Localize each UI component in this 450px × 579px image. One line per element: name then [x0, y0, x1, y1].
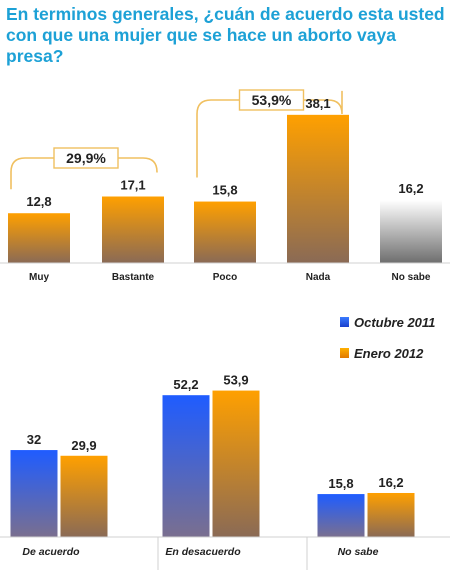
annotation-box-2	[238, 89, 305, 111]
bar-de-acuerdo-enero-2012	[60, 455, 108, 537]
category-label-bastante: Bastante	[112, 272, 155, 283]
value-label-de-acuerdo-enero-2012: 29,9	[71, 438, 96, 453]
annotation-label-2: 53,9%	[252, 92, 292, 108]
legend-swatch-enero-2012	[340, 348, 349, 358]
legend-swatch-octubre-2011	[340, 317, 349, 327]
bar-no-sabe-enero-2012	[367, 492, 415, 537]
bar-bastante	[102, 196, 164, 263]
category-label-no-sabe: No sabe	[392, 272, 431, 283]
value-label-muy: 12,8	[26, 194, 51, 209]
value-label-poco: 15,8	[212, 183, 237, 198]
bar-nada	[287, 114, 349, 263]
bracket-1	[10, 157, 158, 190]
category-label-en-desacuerdo: En desacuerdo	[165, 546, 241, 558]
value-label-no-sabe-octubre-2011: 15,8	[328, 476, 353, 491]
bar-de-acuerdo-octubre-2011	[10, 450, 58, 537]
category-label-nada: Nada	[306, 272, 331, 283]
bar-no-sabe	[380, 200, 442, 263]
bar-en-desacuerdo-enero-2012	[212, 390, 260, 537]
category-label-poco: Poco	[213, 272, 237, 283]
value-label-en-desacuerdo-octubre-2011: 52,2	[173, 377, 198, 392]
annotation-box-1	[53, 147, 119, 169]
bar-poco	[194, 201, 256, 263]
value-label-en-desacuerdo-enero-2012: 53,9	[223, 373, 248, 388]
value-label-bastante: 17,1	[120, 178, 145, 193]
top-chart: 29,9% 53,9% 12,8 Muy 17,1 Bastante 15,8 Poco 38…	[0, 89, 450, 283]
value-label-nada: 38,1	[305, 96, 330, 111]
bar-no-sabe-octubre-2011	[317, 494, 365, 537]
bottom-chart: Octubre 2011 Enero 2012 32 29,9 De acuerdo 5…	[0, 315, 450, 570]
value-label-no-sabe: 16,2	[398, 181, 423, 196]
category-label-muy: Muy	[29, 272, 49, 283]
bracket-2	[196, 90, 343, 178]
category-label-de-acuerdo: De acuerdo	[22, 546, 80, 558]
value-label-de-acuerdo-octubre-2011: 32	[27, 432, 41, 447]
category-label-no-sabe: No sabe	[338, 546, 379, 558]
legend-label-enero-2012: Enero 2012	[354, 346, 424, 361]
value-label-no-sabe-enero-2012: 16,2	[378, 475, 403, 490]
bar-muy	[8, 213, 70, 263]
legend-label-octubre-2011: Octubre 2011	[354, 315, 435, 330]
bar-en-desacuerdo-octubre-2011	[162, 395, 210, 537]
annotation-label-1: 29,9%	[66, 150, 106, 166]
page-title: En terminos generales, ¿cuán de acuerdo …	[6, 4, 445, 66]
